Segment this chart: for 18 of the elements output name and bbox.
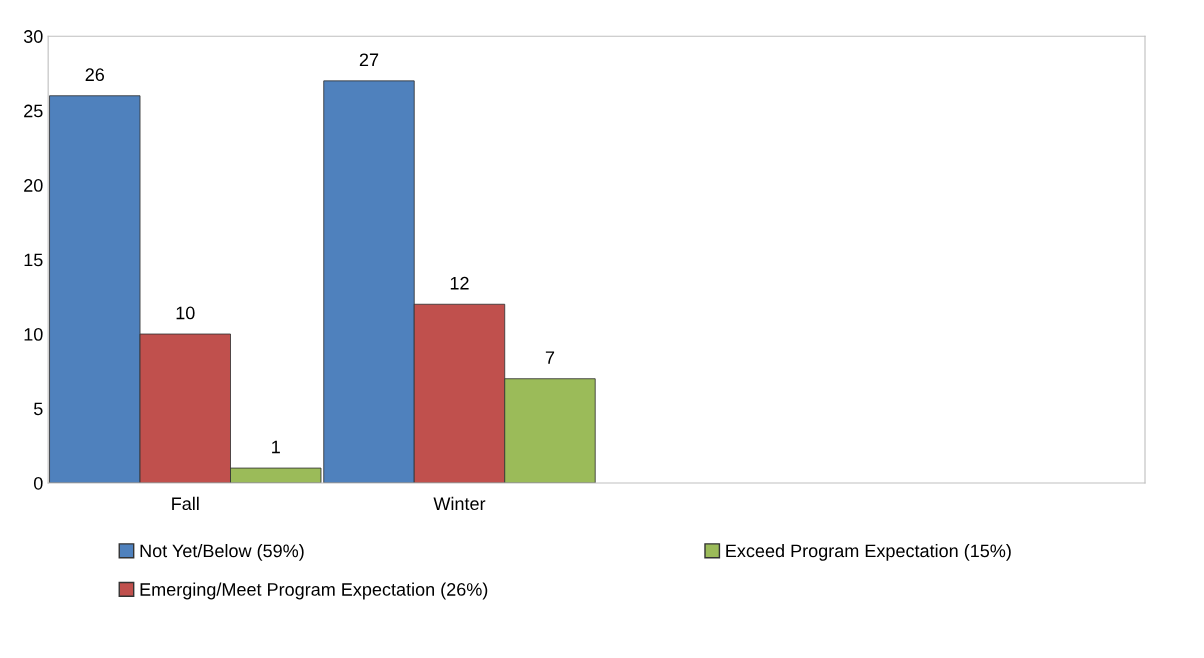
y-tick-label: 30 [23, 30, 43, 43]
y-tick-label: 20 [24, 179, 43, 192]
x-tick-label: Fall [172, 496, 199, 511]
y-tick-label: 5 [33, 402, 43, 416]
data-label: 27 [359, 53, 379, 67]
y-tick-label: 10 [24, 327, 43, 341]
data-label: 10 [176, 306, 195, 320]
legend-label: Exceed Program Expectation (15%) [726, 544, 1011, 561]
y-tick-label: 25 [24, 104, 43, 118]
y-tick-label: 0 [33, 476, 43, 490]
data-label: 26 [85, 68, 105, 82]
legend-label: Emerging/Meet Program Expectation (26%) [140, 582, 488, 600]
legend-label: Not Yet/Below (59%) [140, 544, 304, 561]
data-label: 7 [545, 351, 555, 364]
y-tick-label: 15 [24, 253, 43, 267]
x-tick-label: Winter [433, 496, 486, 511]
data-label: 1 [272, 440, 280, 454]
data-label: 12 [450, 276, 469, 290]
